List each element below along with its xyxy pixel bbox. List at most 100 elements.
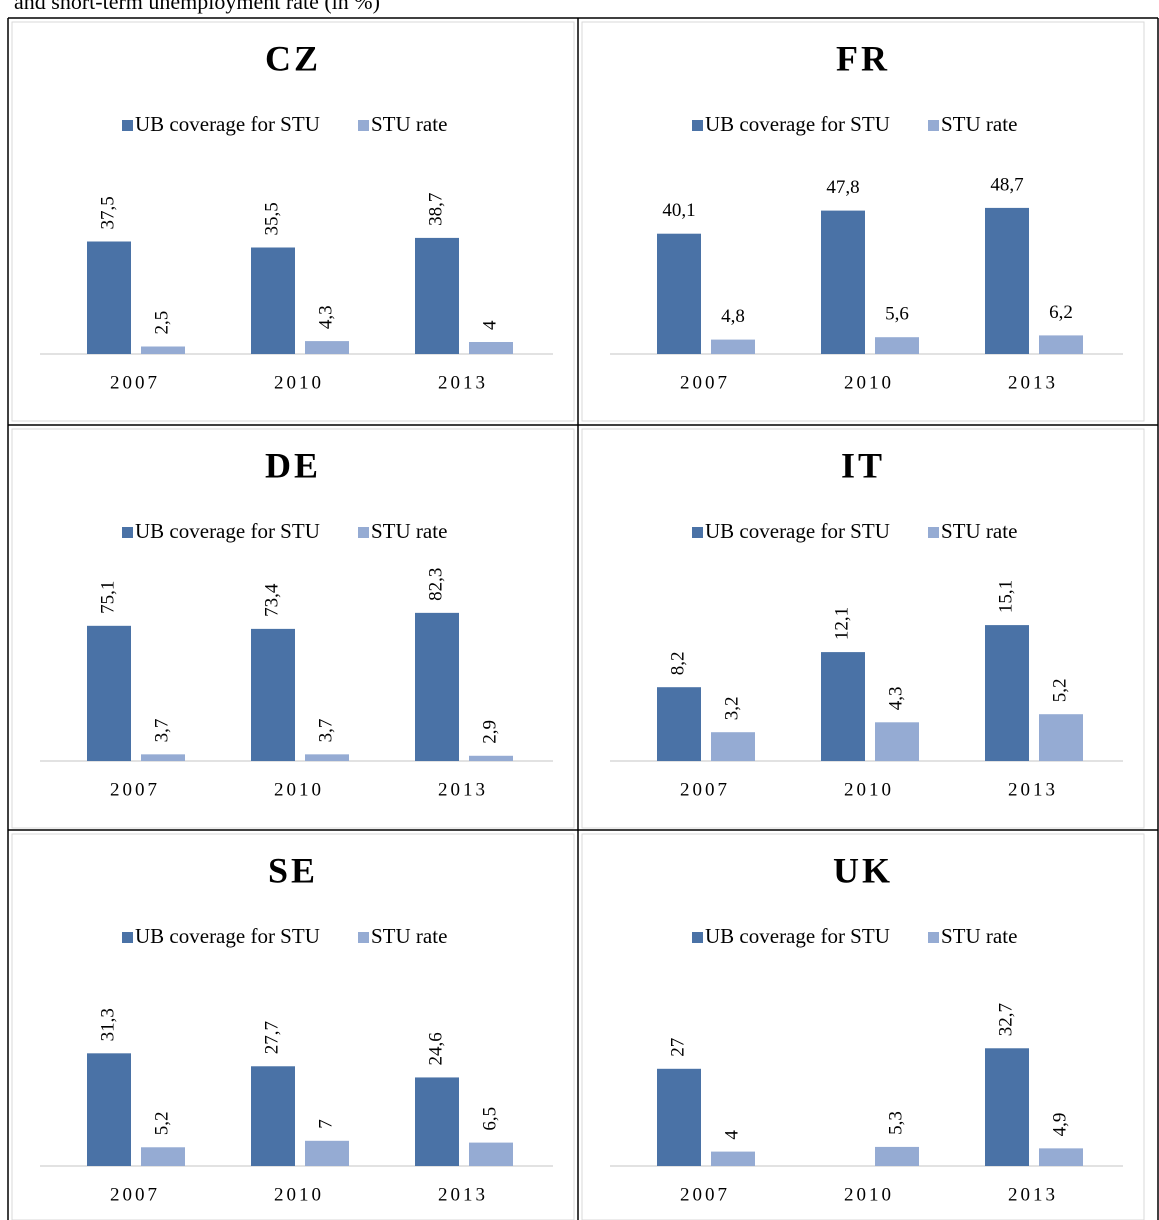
data-label: 4,8 [721,306,745,327]
bar [415,612,459,761]
data-label: 2,9 [479,720,500,744]
x-tick-label: 2007 [110,1184,160,1205]
chart-title: UK [833,850,893,890]
bar [821,652,865,761]
x-tick-label: 2010 [844,1184,894,1205]
bar [415,237,459,354]
x-tick-label: 2013 [1008,372,1058,393]
bar [87,241,131,354]
legend-label: UB coverage for STU [135,112,320,136]
bar [875,1146,919,1166]
legend-label: UB coverage for STU [705,924,890,948]
bar [711,1151,755,1166]
x-tick-label: 2007 [680,779,730,800]
legend-swatch [122,120,133,131]
data-label: 75,1 [97,581,118,614]
bar [141,1147,185,1166]
bar [985,1048,1029,1166]
chart-frame [581,21,1145,422]
data-label: 82,3 [425,568,446,601]
legend-label: UB coverage for STU [135,519,320,543]
x-tick-label: 2013 [438,1184,488,1205]
data-label: 24,6 [425,1032,446,1065]
legend-swatch [692,120,703,131]
bar [711,339,755,354]
x-tick-label: 2007 [680,1184,730,1205]
data-label: 38,7 [425,193,446,226]
legend-swatch [358,932,369,943]
bar [305,1140,349,1166]
chart-title: SE [268,850,318,890]
bar [415,1077,459,1166]
data-label: 4 [721,1130,742,1140]
bar [251,247,295,354]
data-label: 3,7 [315,719,336,743]
caption: and short-term unemployment rate (in %) [14,0,380,14]
x-tick-label: 2013 [438,779,488,800]
bar [985,207,1029,354]
legend-swatch [928,527,939,538]
legend-swatch [122,932,133,943]
data-label: 47,8 [826,177,859,198]
bar [711,732,755,761]
data-label: 6,2 [1049,302,1073,323]
bar [1039,335,1083,354]
bar [875,722,919,761]
data-label: 4 [479,320,500,330]
bar [469,755,513,761]
chart-frame [11,833,575,1220]
bar [469,1142,513,1166]
legend-swatch [928,120,939,131]
chart-title: CZ [265,38,321,78]
legend-swatch [122,527,133,538]
bar [87,625,131,761]
x-tick-label: 2013 [1008,1184,1058,1205]
legend-label: STU rate [941,924,1017,948]
bar [875,337,919,354]
data-label: 15,1 [995,580,1016,613]
x-tick-label: 2007 [680,372,730,393]
x-tick-label: 2010 [844,372,894,393]
bar [657,687,701,761]
bar [469,342,513,354]
chart-title: IT [841,445,885,485]
bar [985,625,1029,761]
data-label: 6,5 [479,1107,500,1131]
chart-frame [581,428,1145,829]
x-tick-label: 2010 [844,779,894,800]
bar [305,754,349,761]
data-label: 4,3 [315,305,336,329]
data-label: 27,7 [261,1021,282,1054]
data-label: 5,2 [1049,678,1070,702]
chart-title: DE [265,445,321,485]
legend-label: STU rate [371,519,447,543]
data-label: 73,4 [261,583,282,617]
legend-swatch [692,527,703,538]
bar [657,233,701,354]
bar [87,1053,131,1166]
legend-swatch [358,527,369,538]
data-label: 27 [667,1038,688,1057]
legend-swatch [928,932,939,943]
data-label: 48,7 [990,174,1023,195]
bar [305,341,349,354]
chart-frame [11,21,575,422]
x-tick-label: 2007 [110,779,160,800]
bar [657,1068,701,1166]
data-label: 3,2 [721,696,742,720]
bar [251,1066,295,1166]
chart-title: FR [836,38,890,78]
bar [1039,714,1083,761]
data-label: 4,3 [885,687,906,711]
x-tick-label: 2013 [438,372,488,393]
x-tick-label: 2007 [110,372,160,393]
data-label: 37,5 [97,196,118,229]
data-label: 40,1 [662,200,695,221]
legend-swatch [692,932,703,943]
data-label: 5,6 [885,304,909,325]
chart-frame [581,833,1145,1220]
table-grid [7,17,1159,1220]
data-label: 12,1 [831,607,852,640]
x-tick-label: 2010 [274,779,324,800]
data-label: 5,2 [151,1112,172,1136]
